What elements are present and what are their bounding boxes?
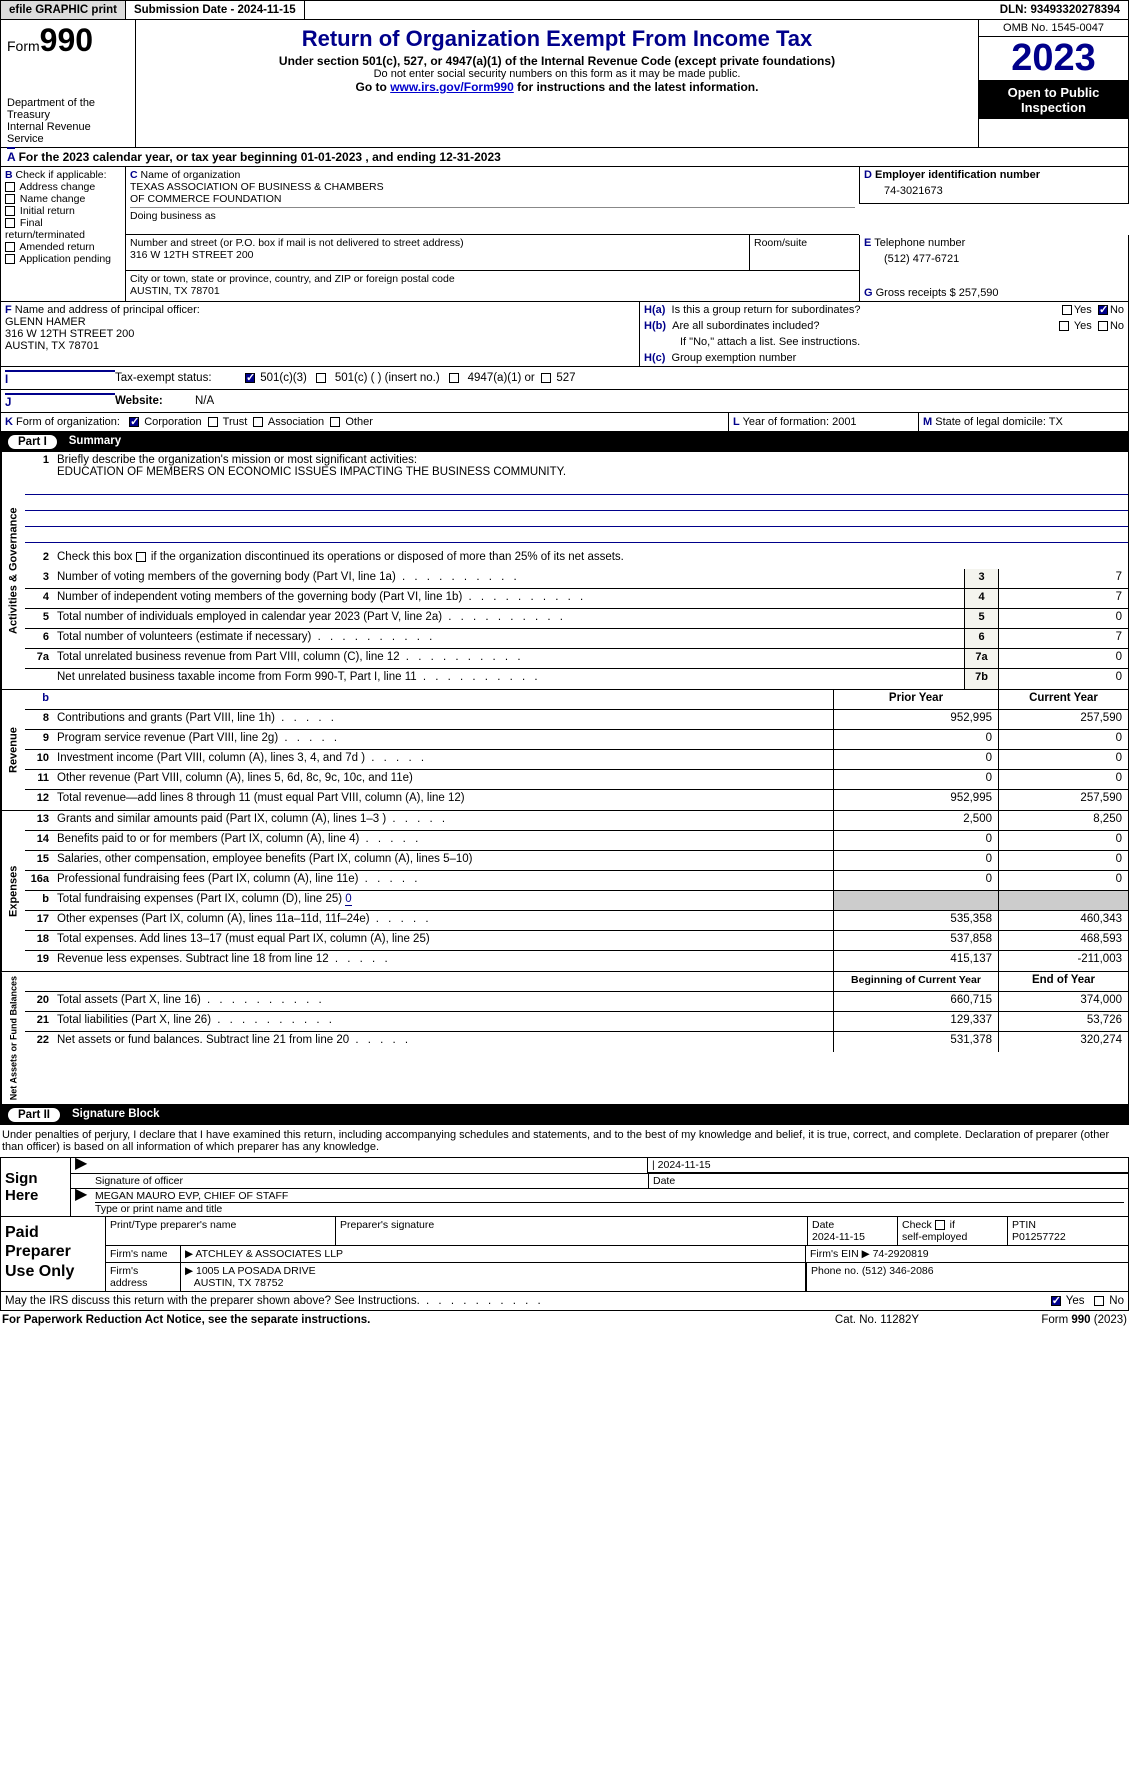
paid-preparer-label: Paid Preparer Use Only bbox=[1, 1217, 106, 1291]
org-name-1: TEXAS ASSOCIATION OF BUSINESS & CHAMBERS bbox=[130, 181, 384, 193]
k-l-m-row: K Form of organization: Corporation Trus… bbox=[0, 413, 1129, 432]
footer: For Paperwork Reduction Act Notice, see … bbox=[0, 1311, 1129, 1329]
chk-final-return[interactable] bbox=[5, 218, 15, 228]
vlabel-expenses: Expenses bbox=[1, 811, 25, 971]
officer-addr2: AUSTIN, TX 78701 bbox=[5, 340, 99, 352]
dept-treasury: Department of the Treasury bbox=[7, 97, 129, 121]
chk-initial-return[interactable] bbox=[5, 206, 15, 216]
discuss-row: May the IRS discuss this return with the… bbox=[0, 1292, 1129, 1311]
street-block: Number and street (or P.O. box if mail i… bbox=[125, 235, 749, 271]
col-c-to-g: C Name of organization TEXAS ASSOCIATION… bbox=[125, 167, 1129, 302]
website-row: J Website: N/A bbox=[0, 390, 1129, 413]
org-name-2: OF COMMERCE FOUNDATION bbox=[130, 193, 281, 205]
form-foot: Form 990 (2023) bbox=[967, 1314, 1127, 1326]
goto-line: Go to www.irs.gov/Form990 for instructio… bbox=[140, 80, 974, 94]
chk-other[interactable] bbox=[330, 417, 340, 427]
chk-name-change[interactable] bbox=[5, 194, 15, 204]
ha-no[interactable] bbox=[1098, 305, 1108, 315]
tax-year: 2023 bbox=[979, 37, 1128, 81]
website-value: N/A bbox=[195, 395, 214, 407]
part1-bar: Part I Summary bbox=[0, 432, 1129, 452]
discuss-no[interactable] bbox=[1094, 1296, 1104, 1306]
officer-name: GLENN HAMER bbox=[5, 316, 86, 328]
vlabel-net: Net Assets or Fund Balances bbox=[1, 972, 25, 1104]
hb-no[interactable] bbox=[1098, 321, 1108, 331]
hb-yes[interactable] bbox=[1059, 321, 1069, 331]
vlabel-ag: Activities & Governance bbox=[1, 452, 25, 689]
net-assets: Net Assets or Fund Balances Beginning of… bbox=[0, 972, 1129, 1105]
officer-addr1: 316 W 12TH STREET 200 bbox=[5, 328, 134, 340]
city-block: City or town, state or province, country… bbox=[125, 271, 749, 302]
ssn-note: Do not enter social security numbers on … bbox=[140, 68, 974, 80]
form-header: Form990 Department of the Treasury Inter… bbox=[0, 20, 1129, 148]
officer-sig-name: MEGAN MAURO EVP, CHIEF OF STAFF bbox=[95, 1190, 288, 1202]
chk-501c[interactable] bbox=[316, 373, 326, 383]
ein-value: 74-3021673 bbox=[864, 181, 1124, 201]
street-value: 316 W 12TH STREET 200 bbox=[130, 249, 254, 261]
efile-print-button[interactable]: efile GRAPHIC print bbox=[1, 1, 126, 19]
ha-yes[interactable] bbox=[1062, 305, 1072, 315]
header-middle: Return of Organization Exempt From Incom… bbox=[136, 20, 978, 147]
city-value: AUSTIN, TX 78701 bbox=[130, 285, 220, 297]
irs-link[interactable]: www.irs.gov/Form990 bbox=[390, 80, 514, 94]
state-domicile: M State of legal domicile: TX bbox=[919, 413, 1129, 432]
gross-receipts: G Gross receipts $ 257,590 bbox=[859, 271, 1129, 302]
section-b-to-g: B Check if applicable: Address change Na… bbox=[0, 167, 1129, 302]
chk-self-employed[interactable] bbox=[935, 1220, 945, 1230]
penalty-statement: Under penalties of perjury, I declare th… bbox=[0, 1125, 1129, 1157]
header-right: OMB No. 1545-0047 2023 Open to Public In… bbox=[978, 20, 1128, 147]
discuss-yes[interactable] bbox=[1051, 1296, 1061, 1306]
chk-4947[interactable] bbox=[449, 373, 459, 383]
col-b-checkboxes: B Check if applicable: Address change Na… bbox=[0, 167, 125, 302]
header-left: Form990 Department of the Treasury Inter… bbox=[1, 20, 136, 147]
revenue: Revenue bPrior YearCurrent Year 8Contrib… bbox=[0, 690, 1129, 811]
chk-application-pending[interactable] bbox=[5, 254, 15, 264]
section-text: Under section 501(c), 527, or 4947(a)(1)… bbox=[140, 54, 974, 68]
chk-assoc[interactable] bbox=[253, 417, 263, 427]
h-block: H(a) Is this a group return for subordin… bbox=[639, 302, 1129, 367]
sign-here-label: Sign Here bbox=[1, 1158, 71, 1216]
org-name-block: C Name of organization TEXAS ASSOCIATION… bbox=[125, 167, 859, 235]
chk-amended-return[interactable] bbox=[5, 242, 15, 252]
phone-block: E Telephone number (512) 477-6721 bbox=[859, 235, 1129, 271]
form-title: Return of Organization Exempt From Incom… bbox=[140, 26, 974, 52]
top-bar: efile GRAPHIC print Submission Date - 20… bbox=[0, 0, 1129, 20]
paid-preparer-block: Paid Preparer Use Only Print/Type prepar… bbox=[0, 1217, 1129, 1292]
chk-trust[interactable] bbox=[208, 417, 218, 427]
vlabel-revenue: Revenue bbox=[1, 690, 25, 810]
principal-officer: F Name and address of principal officer:… bbox=[0, 302, 639, 367]
submission-date: Submission Date - 2024-11-15 bbox=[126, 1, 305, 19]
gross-value: 257,590 bbox=[959, 287, 999, 299]
open-inspection: Open to Public Inspection bbox=[979, 81, 1128, 119]
ein-block: D Employer identification number 74-3021… bbox=[859, 167, 1129, 204]
year-formation: L Year of formation: 2001 bbox=[729, 413, 919, 432]
omb-number: OMB No. 1545-0047 bbox=[979, 20, 1128, 37]
activities-governance: Activities & Governance 1 Briefly descri… bbox=[0, 452, 1129, 690]
chk-501c3[interactable] bbox=[245, 373, 255, 383]
cat-no: Cat. No. 11282Y bbox=[787, 1314, 967, 1326]
hb-note: If "No," attach a list. See instructions… bbox=[640, 334, 1128, 350]
phone-value: (512) 477-6721 bbox=[864, 249, 1124, 269]
dba-label: Doing business as bbox=[130, 207, 855, 222]
pra-notice: For Paperwork Reduction Act Notice, see … bbox=[2, 1314, 787, 1326]
dln: DLN: 93493320278394 bbox=[992, 1, 1128, 19]
chk-discontinued[interactable] bbox=[136, 552, 146, 562]
room-suite: Room/suite bbox=[749, 235, 859, 271]
calendar-year-line: A For the 2023 calendar year, or tax yea… bbox=[0, 148, 1129, 167]
form-990-label: Form990 bbox=[7, 22, 129, 59]
mission-text: EDUCATION OF MEMBERS ON ECONOMIC ISSUES … bbox=[57, 466, 566, 478]
chk-address-change[interactable] bbox=[5, 182, 15, 192]
expenses: Expenses 13Grants and similar amounts pa… bbox=[0, 811, 1129, 972]
part2-bar: Part II Signature Block bbox=[0, 1105, 1129, 1125]
form-of-org: K Form of organization: Corporation Trus… bbox=[0, 413, 729, 432]
dept-irs: Internal Revenue Service bbox=[7, 121, 129, 145]
sign-here-block: Sign Here ▶ | 2024-11-15 Signature of of… bbox=[0, 1157, 1129, 1217]
chk-527[interactable] bbox=[541, 373, 551, 383]
chk-corp[interactable] bbox=[129, 417, 139, 427]
section-f-h: F Name and address of principal officer:… bbox=[0, 302, 1129, 367]
tax-exempt-row: I Tax-exempt status: 501(c)(3) 501(c) ( … bbox=[0, 367, 1129, 390]
